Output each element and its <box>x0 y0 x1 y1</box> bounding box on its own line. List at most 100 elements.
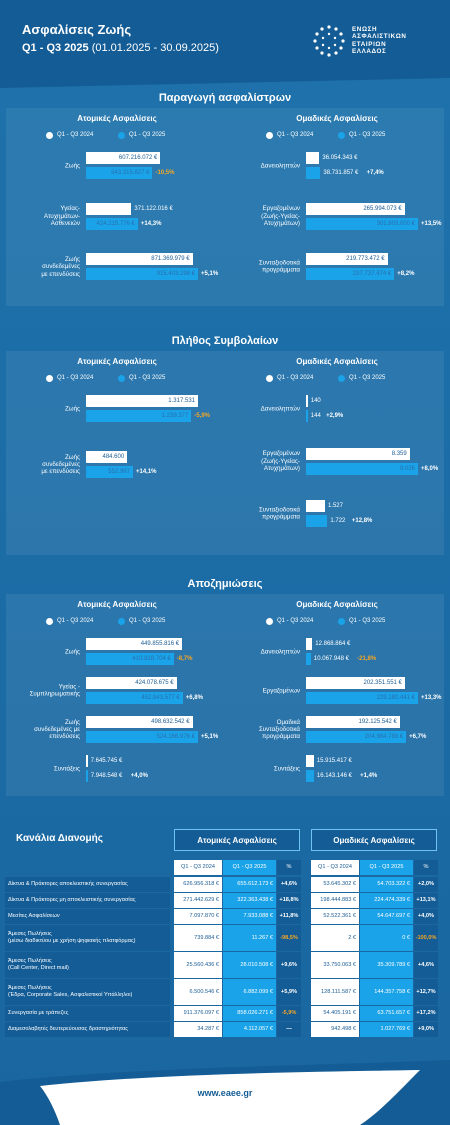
category-label: Ζωής <box>64 161 80 169</box>
value-label: 410.818.704 € <box>132 656 171 662</box>
category-label: Ζωής συνδεδεμένες με επενδύσεις <box>41 453 80 476</box>
category-label: Εργαζομένων <box>262 686 300 694</box>
change-cell: +5,9% <box>277 979 301 1005</box>
change-cell: -5,9% <box>277 1006 301 1021</box>
bar <box>306 152 320 164</box>
change-label: -21,8% <box>357 656 377 662</box>
value-label: 1.239.377 <box>161 413 189 419</box>
value-cell: 4.112.057 € <box>223 1022 276 1037</box>
change-label: -5,9% <box>194 413 211 419</box>
value-label: 192.125.542 € <box>358 719 397 725</box>
value-cell: 1.027.769 € <box>360 1022 413 1037</box>
legend-dot <box>266 132 273 139</box>
change-cell: +11,8% <box>277 909 301 924</box>
category-label: Ζωής συνδεδεμένες με επενδύσεις <box>34 718 80 741</box>
change-label: +14,3% <box>140 220 162 227</box>
value-label: 12.868.864 € <box>315 641 351 647</box>
section-title: Πλήθος Συμβολαίων <box>171 335 279 347</box>
category-label: Ζωής <box>64 647 80 655</box>
bar <box>306 716 400 728</box>
value-cell: 911.376.097 € <box>174 1006 222 1021</box>
value-label: 16.143.146 € <box>316 773 352 779</box>
legend-dot <box>266 375 273 382</box>
dates: (01.01.2025 - 30.09.2025) <box>91 42 219 54</box>
value-cell: 739.884 € <box>174 925 222 951</box>
group-header: Ομαδικές Ασφαλίσεις <box>311 829 437 851</box>
change-label: +4,0% <box>130 773 148 779</box>
bar <box>86 677 177 689</box>
logo-line: ΑΣΦΑΛΙΣΤΙΚΩΝ <box>352 33 407 41</box>
value-cell: 0 € <box>360 925 413 951</box>
value-label: 424.078.675 € <box>135 680 174 686</box>
category-label: Εργαζομένων (Ζωής-Υγείας- Ατυχημάτων) <box>261 205 300 227</box>
value-cell: 11.267 € <box>223 925 276 951</box>
subtitle: Q1 - Q3 2025 (01.01.2025 - 30.09.2025) <box>22 42 219 54</box>
section-title: Αποζημιώσεις <box>187 578 263 590</box>
bar <box>306 500 325 513</box>
category-label: Υγείας- Ατυχημάτων- Ασθενειών <box>43 205 80 227</box>
logo-line: ΕΤΑΙΡΙΩΝ <box>352 40 387 48</box>
value-cell: 54.703.322 € <box>360 877 413 892</box>
change-cell: — <box>277 1022 301 1037</box>
value-cell: 224.474.339 € <box>360 893 413 908</box>
bar <box>306 202 405 215</box>
legend-label: Q1 - Q3 2025 <box>129 618 166 624</box>
bar <box>86 395 198 407</box>
value-cell: 144.357.758 € <box>360 979 413 1005</box>
legend-label: Q1 - Q3 2024 <box>57 375 94 381</box>
change-label: +6,7% <box>409 734 427 740</box>
bar <box>306 217 418 230</box>
value-label: 449.855.816 € <box>140 641 180 647</box>
category-label: Δανειοληπτών <box>260 404 300 412</box>
change-label: +6,8% <box>185 695 203 701</box>
legend-label: Q1 - Q3 2024 <box>57 132 94 138</box>
change-cell: +13,1% <box>414 893 438 908</box>
change-label: +5,1% <box>201 271 219 278</box>
chart-title: Ομαδικές Ασφαλίσεις <box>296 600 378 609</box>
bar <box>86 451 128 463</box>
legend-dot <box>338 375 345 382</box>
category-label: Δανειοληπτών <box>260 161 300 169</box>
legend-dot <box>118 132 125 139</box>
legend-label: Q1 - Q3 2025 <box>129 375 166 381</box>
value-cell: 128.111.587 € <box>311 979 359 1005</box>
channel-label: Δίκτυα & Πράκτορες αποκλειστικής συνεργα… <box>5 877 170 892</box>
value-cell: 942.498 € <box>311 1022 359 1037</box>
change-cell: +18,8% <box>277 893 301 908</box>
bar <box>306 268 395 281</box>
bar <box>306 638 313 650</box>
value-cell: 198.444.883 € <box>311 893 359 908</box>
change-cell: +4,0% <box>414 909 438 924</box>
change-label: +13,5% <box>421 220 442 227</box>
value-cell: 322.363.438 € <box>223 893 276 908</box>
bar <box>306 731 407 743</box>
change-label: +8,0% <box>421 465 439 472</box>
value-label: 38.731.857 € <box>323 170 359 176</box>
title: Ασφαλίσεις Ζωής <box>22 22 132 37</box>
change-label: +5,1% <box>201 734 219 740</box>
change-cell: +17,2% <box>414 1006 438 1021</box>
bar <box>86 410 192 422</box>
value-label: 265.994.073 € <box>363 205 402 212</box>
chart-title: Ομαδικές Ασφαλίσεις <box>296 357 378 366</box>
value-cell: 35.309.789 € <box>360 952 413 978</box>
change-label: +1,4% <box>360 773 378 779</box>
category-label: Δανειοληπτών <box>260 647 300 655</box>
change-cell: +9,6% <box>277 952 301 978</box>
change-label: -8,7% <box>176 656 193 662</box>
value-label: 371.122.016 € <box>134 205 173 212</box>
category-label: Ομαδικά Συνταξιοδοτικά προγράμματα <box>258 718 300 741</box>
value-label: 15.915.417 € <box>316 758 352 764</box>
bar <box>86 268 198 281</box>
value-label: 424.215.776 € <box>96 220 135 227</box>
change-label: +2,9% <box>326 413 344 419</box>
value-cell: 7.097.870 € <box>174 909 222 924</box>
bar <box>86 202 132 215</box>
legend-label: Q1 - Q3 2024 <box>277 618 314 624</box>
group-header: Ατομικές Ασφαλίσεις <box>174 829 300 851</box>
value-label: 1.527 <box>327 503 343 510</box>
period: Q1 - Q3 2025 <box>22 42 89 54</box>
value-cell: 63.751.657 € <box>360 1006 413 1021</box>
value-cell: 34.287 € <box>174 1022 222 1037</box>
